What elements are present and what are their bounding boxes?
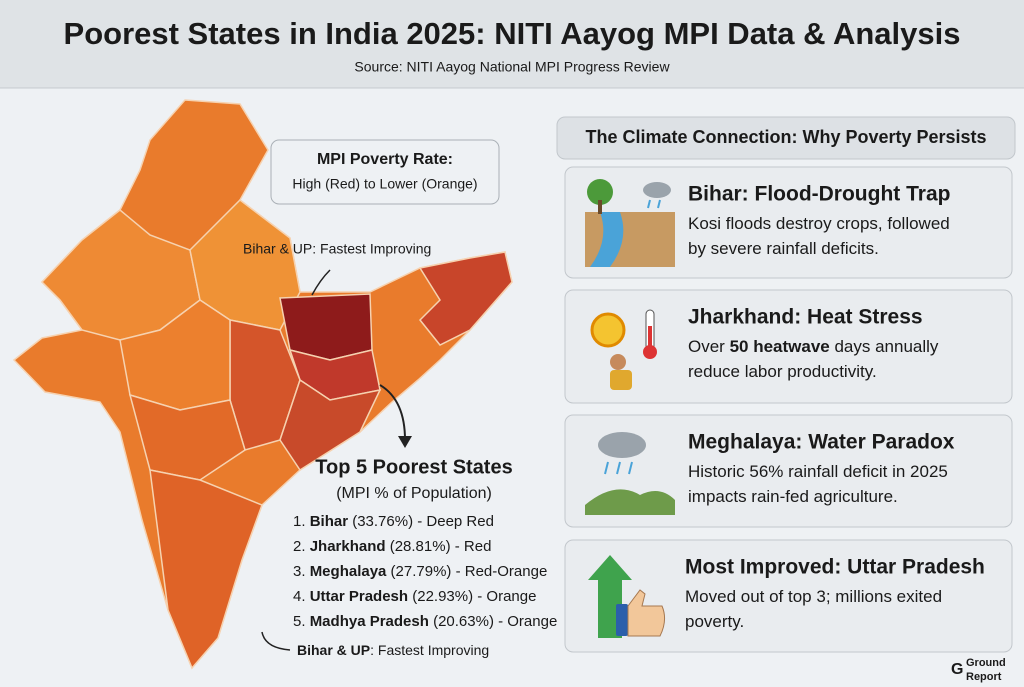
logo-line: Report bbox=[966, 671, 1002, 683]
card-text: Historic 56% rainfall deficit in 2025 bbox=[688, 462, 948, 481]
logo: G Ground Report bbox=[951, 657, 1006, 683]
header-band bbox=[0, 0, 1024, 88]
logo-line: Ground bbox=[966, 657, 1006, 669]
card-text: poverty. bbox=[685, 612, 744, 631]
text-run: (27.79%) - Red-Orange bbox=[386, 563, 547, 580]
legend-title: MPI Poverty Rate: bbox=[317, 151, 453, 168]
panel-title-box bbox=[556, 116, 1016, 160]
text-run: Uttar Pradesh bbox=[310, 588, 408, 605]
icon-heat bbox=[590, 309, 657, 390]
text-run: 4. bbox=[293, 588, 310, 605]
text-run: (20.63%) - Orange bbox=[429, 613, 557, 630]
text-run: Jharkhand bbox=[310, 538, 386, 555]
footer-note: Bihar & UP: Fastest Improving bbox=[297, 642, 489, 658]
card bbox=[564, 166, 1013, 279]
region bbox=[149, 469, 263, 670]
ranking-item: 1. Bihar (33.76%) - Deep Red bbox=[293, 513, 494, 530]
text-run: Meghalaya bbox=[310, 563, 387, 580]
logo-mark: G bbox=[951, 661, 963, 678]
card-text: Kosi floods destroy crops, followed bbox=[688, 214, 950, 233]
card-text: Over 50 heatwave days annually bbox=[688, 337, 939, 356]
text-run: reduce labor productivity. bbox=[688, 362, 877, 381]
ranking-item: 2. Jharkhand (28.81%) - Red bbox=[293, 538, 491, 555]
text-run: Over bbox=[688, 337, 730, 356]
text-run: 3. bbox=[293, 563, 310, 580]
text-run: (22.93%) - Orange bbox=[408, 588, 536, 605]
subtitle: Source: NITI Aayog National MPI Progress… bbox=[354, 59, 670, 75]
annotation: Bihar & UP: Fastest Improving bbox=[243, 241, 431, 257]
card-text: Moved out of top 3; millions exited bbox=[685, 587, 942, 606]
text-run: Madhya Pradesh bbox=[310, 613, 429, 630]
legend-box bbox=[270, 139, 500, 205]
card-title: Bihar: Flood-Drought Trap bbox=[688, 183, 950, 206]
card-text: impacts rain-fed agriculture. bbox=[688, 487, 898, 506]
card bbox=[564, 414, 1013, 528]
card-title: Meghalaya: Water Paradox bbox=[688, 431, 955, 454]
ranking-title: Top 5 Poorest States bbox=[315, 456, 512, 478]
text-run: Kosi floods destroy crops, followed bbox=[688, 214, 950, 233]
text-run: : Fastest Improving bbox=[370, 642, 489, 658]
title: Poorest States in India 2025: NITI Aayog… bbox=[64, 16, 961, 51]
text-run: Historic 56% rainfall deficit in 2025 bbox=[688, 462, 948, 481]
text-run: Bihar bbox=[310, 513, 349, 530]
card bbox=[564, 289, 1013, 404]
icon-improve bbox=[588, 555, 666, 638]
text-run: 5. bbox=[293, 613, 310, 630]
card-title: Jharkhand: Heat Stress bbox=[688, 306, 923, 329]
arrow bbox=[379, 384, 406, 441]
card-text: by severe rainfall deficits. bbox=[688, 239, 879, 258]
arrow bbox=[311, 269, 331, 296]
icon-flood bbox=[585, 179, 675, 267]
card bbox=[564, 539, 1013, 653]
icon-rain bbox=[585, 432, 675, 515]
text-run: by severe rainfall deficits. bbox=[688, 239, 879, 258]
text-run: Bihar & UP bbox=[297, 642, 370, 658]
ranking-item: 3. Meghalaya (27.79%) - Red-Orange bbox=[293, 563, 547, 580]
text-run: (28.81%) - Red bbox=[386, 538, 492, 555]
cards bbox=[564, 166, 1013, 653]
arrow bbox=[261, 631, 291, 651]
region bbox=[418, 251, 513, 346]
text-run: Moved out of top 3; millions exited bbox=[685, 587, 942, 606]
text-run: 50 heatwave bbox=[730, 337, 830, 356]
region bbox=[279, 378, 382, 472]
text-run: 1. bbox=[293, 513, 310, 530]
card-title: Most Improved: Uttar Pradesh bbox=[685, 556, 985, 579]
card-text: reduce labor productivity. bbox=[688, 362, 877, 381]
panel-title: The Climate Connection: Why Poverty Pers… bbox=[585, 127, 986, 147]
text-run: impacts rain-fed agriculture. bbox=[688, 487, 898, 506]
india-map bbox=[12, 99, 513, 670]
ranking-item: 4. Uttar Pradesh (22.93%) - Orange bbox=[293, 588, 536, 605]
legend-text: High (Red) to Lower (Orange) bbox=[292, 176, 477, 192]
ranking-subtitle: (MPI % of Population) bbox=[336, 485, 492, 502]
ranking-item: 5. Madhya Pradesh (20.63%) - Orange bbox=[293, 613, 557, 630]
text-run: days annually bbox=[830, 337, 939, 356]
text-run: (33.76%) - Deep Red bbox=[348, 513, 494, 530]
text-run: 2. bbox=[293, 538, 310, 555]
region bbox=[279, 293, 373, 361]
arrow-head bbox=[398, 436, 412, 448]
text-run: poverty. bbox=[685, 612, 744, 631]
